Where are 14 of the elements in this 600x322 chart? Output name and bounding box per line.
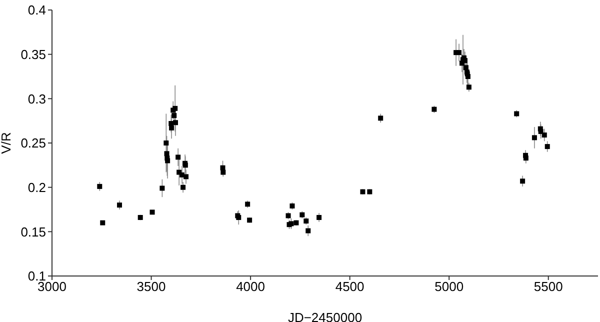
x-tick-label: 5000 — [434, 279, 464, 294]
y-tick-label: 0.25 — [20, 136, 46, 151]
y-tick-label: 0.4 — [28, 2, 46, 18]
y-axis-title: V/R — [0, 132, 14, 154]
x-tick-label: 3000 — [38, 279, 66, 294]
y-tick-label: 0.15 — [20, 224, 46, 240]
x-tick-label: 4500 — [335, 279, 364, 294]
x-tick-label: 3500 — [136, 279, 166, 294]
x-tick-label: 5500 — [534, 279, 563, 294]
y-tick-label: 0.3 — [28, 91, 46, 106]
y-tick-label: 0.2 — [28, 180, 46, 195]
x-tick-label: 4000 — [236, 279, 266, 294]
y-tick-label: 0.35 — [20, 46, 46, 62]
x-axis-title: JD−2450000 — [288, 310, 362, 322]
